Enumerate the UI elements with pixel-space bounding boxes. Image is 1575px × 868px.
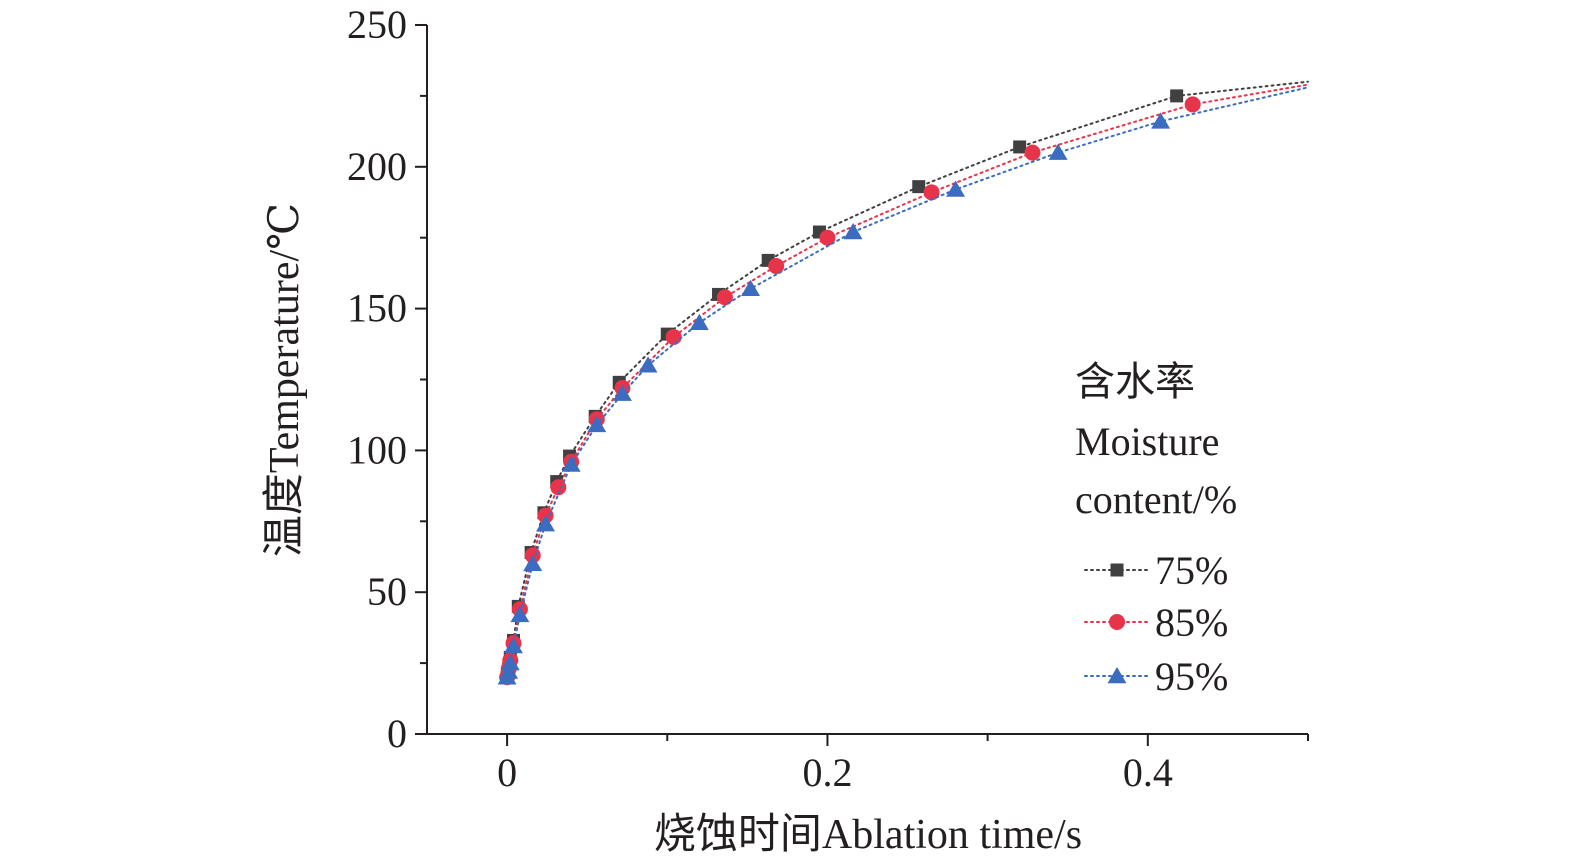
series-85-point (665, 328, 682, 345)
series-95-point (689, 313, 709, 330)
series-95-point (523, 554, 543, 572)
series-95-point (500, 654, 520, 671)
series-95-point (612, 384, 632, 401)
legend: 含水率 Moisture content/% 75% 85% 95% (1075, 359, 1237, 699)
series-95-point (561, 455, 581, 472)
legend-title-line: content/% (1075, 477, 1237, 522)
series-85-point (819, 229, 836, 246)
x-tick-label: 0.2 (802, 750, 852, 795)
series-85-point (1184, 96, 1201, 113)
series-95-point (536, 515, 555, 532)
series-layer (497, 80, 1309, 686)
y-tick-label: 250 (347, 2, 407, 47)
legend-title-line: Moisture (1075, 419, 1219, 464)
legend-label-75: 75% (1155, 548, 1228, 593)
x-tick-label: 0.4 (1123, 750, 1173, 795)
series-95-line (506, 86, 1309, 679)
series-95-point (1151, 112, 1171, 129)
legend-marker-85 (1109, 614, 1125, 630)
series-85-point (716, 289, 733, 306)
series-95 (497, 86, 1309, 685)
series-95-point (499, 662, 519, 679)
legend-label-85: 85% (1155, 600, 1228, 645)
x-tick-label: 0 (497, 750, 517, 795)
y-tick-label: 50 (367, 569, 407, 614)
series-75-point (1013, 140, 1027, 154)
series-95-point (504, 637, 523, 654)
legend-marker-95 (1107, 667, 1127, 684)
series-85-point (1024, 144, 1041, 161)
y-axis-title: 温度Temperature/℃ (262, 203, 308, 557)
y-tick-label: 100 (347, 427, 407, 472)
series-95-point (587, 415, 607, 433)
y-tick-label: 200 (347, 144, 407, 189)
series-85-point (923, 184, 940, 201)
y-tick-label: 150 (347, 286, 407, 331)
series-95-point (1048, 143, 1068, 160)
series-95-point (843, 223, 863, 240)
series-95-point (946, 180, 966, 197)
y-tick-label: 0 (387, 711, 407, 756)
series-95-point (741, 279, 761, 296)
series-85-point (550, 479, 567, 496)
x-axis-title: 烧蚀时间Ablation time/s (654, 812, 1082, 858)
legend-marker-75 (1110, 563, 1124, 577)
axes: 0 50 100 150 200 250 0 0.2 0.4 (347, 2, 1309, 795)
series-75-point (1170, 89, 1184, 103)
series-75-point (912, 180, 926, 194)
series-95-point (638, 356, 658, 373)
series-95-point (510, 605, 530, 623)
legend-label-95: 95% (1155, 654, 1228, 699)
legend-title-line: 含水率 (1075, 359, 1195, 404)
series-85-point (768, 258, 785, 275)
